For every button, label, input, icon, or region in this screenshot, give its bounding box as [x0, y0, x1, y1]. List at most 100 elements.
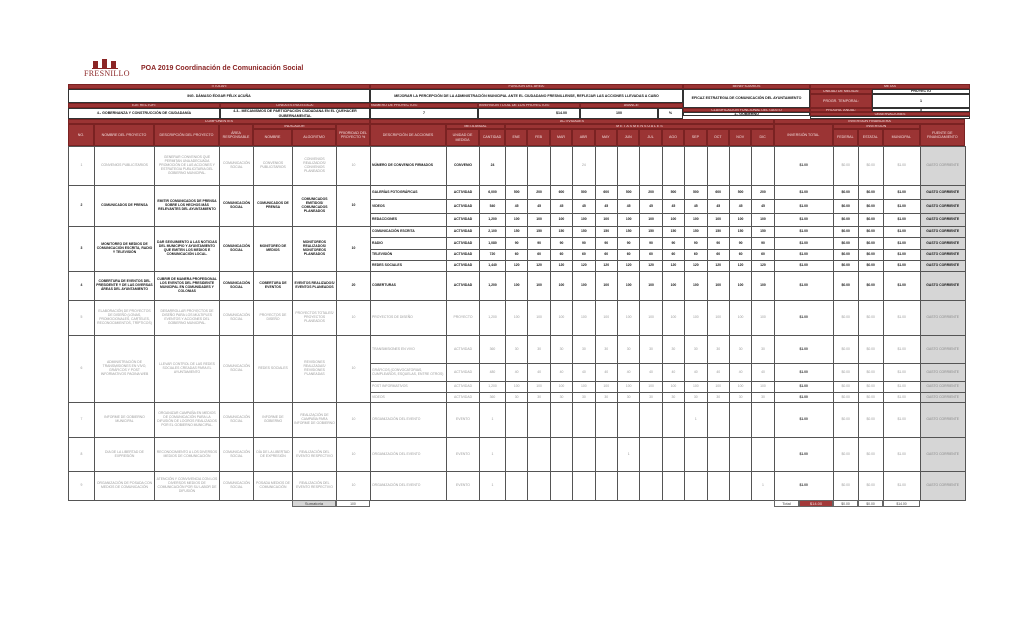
- indicator-algorithm: CONVENIOS REALIZADOS/ CONVENIOS PLANEADO…: [292, 146, 337, 186]
- action-description: VIDEOS: [370, 199, 447, 214]
- monthly-goal-mar: 100: [549, 213, 574, 227]
- project-description: EMITIR COMUNICADOS DE PRENSA SOBRE LOS H…: [154, 185, 220, 227]
- monthly-goal-mar: [549, 471, 574, 501]
- responsible-area: COMUNICACIÓN SOCIAL: [219, 271, 254, 301]
- investment-municipal: $1.00: [882, 392, 921, 403]
- monthly-goal-jul: [639, 402, 663, 438]
- project-priority: 20: [336, 271, 371, 301]
- monthly-goal-nov: 100: [728, 300, 753, 336]
- project-number: 5: [68, 300, 95, 336]
- monthly-goal-oct: 100: [706, 300, 730, 336]
- funding-source: GASTO CORRIENTE: [919, 237, 966, 250]
- monthly-goal-nov: 40: [728, 363, 753, 382]
- investment-federal: $0.00: [832, 392, 859, 403]
- action-description: GALERÍAS FOTOGRÁFICAS: [370, 185, 447, 200]
- monthly-goal-ene: 30: [504, 392, 529, 403]
- monthly-goal-nov: [728, 146, 753, 186]
- responsible-area: COMUNICACIÓN SOCIAL: [219, 437, 254, 472]
- col-municipal: MUNICIPAL: [882, 129, 920, 146]
- investment-federal: $0.00: [832, 335, 859, 364]
- investment-municipal: $1.00: [882, 437, 921, 472]
- indicator-algorithm: MONITOREOS REALIZADOS/ MONITOREOS PLANEA…: [292, 226, 337, 272]
- col-month-feb: FEB: [527, 129, 550, 146]
- project-description: LLEVAR CONTROL DE LAS REDES SOCIALES CRE…: [154, 335, 220, 403]
- monthly-goal-jul: 45: [639, 199, 663, 214]
- monthly-goal-abr: 24: [572, 146, 596, 186]
- building-icon: [92, 59, 118, 69]
- action-description: GRÁFICOS (CONVOCATORIAS, CUMPLEAÑOS, ESQ…: [370, 363, 447, 382]
- col-acciones: DESCRIPCIÓN DE ACCIONES: [370, 124, 446, 146]
- monthly-goal-feb: 120: [527, 260, 551, 272]
- monthly-goal-feb: [527, 402, 551, 438]
- monthly-goal-jun: 500: [616, 185, 641, 200]
- investment-total: $1.00: [773, 260, 834, 272]
- monthly-goal-abr: 100: [572, 300, 596, 336]
- investment-total: $1.00: [773, 146, 834, 186]
- monthly-goal-oct: 30: [706, 335, 730, 364]
- investment-federal: $0.00: [832, 199, 859, 214]
- action-unit: ACTIVIDAD: [446, 226, 480, 238]
- monthly-goal-dic: 100: [751, 271, 775, 301]
- project-description: ORGANIZAR CAMPAÑA EN MEDIOS DE COMUNICAC…: [154, 402, 220, 438]
- investment-total: $1.00: [773, 363, 834, 382]
- inversion-header: INVERSIÓN: [832, 124, 920, 129]
- table-row: 6 ADMINISTRACIÓN DE TRANSMISIONES EN VIVO…: [68, 335, 966, 403]
- monthly-goal-may: 30: [594, 335, 618, 364]
- project-name: DIA DE LA LIBERTAD DE EXPRESIÓN: [94, 437, 155, 472]
- monthly-goal-oct: 90: [706, 237, 730, 250]
- monthly-goal-oct: 45: [706, 199, 730, 214]
- eje-label: EJE RECTOR:: [68, 103, 220, 108]
- num-proyectos-label: NUMERO DE PROYECTOS:: [370, 103, 478, 108]
- table-row: RADIO ACTIVIDAD 1,080 90 90 90 90 90 90 90 90 90 90 9…: [69, 237, 966, 250]
- col-month-jul: JUL: [639, 129, 662, 146]
- monthly-goal-may: 90: [594, 237, 618, 250]
- monthly-goal-abr: 100: [572, 213, 596, 227]
- action-quantity: 1: [479, 437, 506, 472]
- table-row: GRÁFICOS (CONVOCATORIAS, CUMPLEAÑOS, ESQ…: [69, 363, 966, 382]
- monthly-goal-feb: 150: [527, 226, 551, 238]
- investment-federal: $0.00: [832, 300, 859, 336]
- indicator-name: CONVENIOS PUBLICITARIOS: [253, 146, 293, 186]
- monthly-goal-jul: 90: [639, 237, 663, 250]
- action-unit: ACTIVIDAD: [446, 213, 480, 227]
- funding-source: GASTO CORRIENTE: [919, 335, 966, 364]
- project-number: 9: [68, 471, 95, 501]
- monthly-goal-nov: 500: [728, 185, 753, 200]
- funding-source: GASTO CORRIENTE: [919, 300, 966, 336]
- monthly-goal-mar: 45: [549, 199, 574, 214]
- col-indicador-nombre: NOMBRE: [253, 129, 292, 146]
- temporal-value: 1: [872, 94, 970, 108]
- monthly-goal-abr: 100: [572, 271, 596, 301]
- investment-estatal: $0.00: [857, 402, 884, 438]
- investment-total: $1.00: [773, 437, 834, 472]
- monthly-goal-jul: 120: [639, 260, 663, 272]
- funding-source: GASTO CORRIENTE: [919, 471, 966, 501]
- monthly-goal-ago: [661, 146, 686, 186]
- monthly-goal-oct: [706, 146, 730, 186]
- col-federal: FEDERAL: [832, 129, 858, 146]
- monthly-goal-dic: 150: [751, 226, 775, 238]
- total-label: Total: [774, 500, 799, 507]
- indicator-algorithm: REVISIONES REALIZADAS/ REVISIONES PLANEA…: [292, 335, 337, 403]
- monthly-goal-jul: 200: [639, 185, 663, 200]
- action-quantity: 1,200: [479, 381, 506, 393]
- investment-estatal: $0.00: [857, 437, 884, 472]
- indicator-algorithm: REALIZACIÓN DE CAMPAÑA PARA INFORME DE G…: [292, 402, 337, 438]
- project-description: DAR SEGUIMIENTO A LAS NOTICIAS DEL MUNIC…: [154, 226, 220, 272]
- funding-source: GASTO CORRIENTE: [919, 402, 966, 438]
- monthly-goal-nov: 30: [728, 392, 753, 403]
- unidad-value: PROYECTO: [872, 89, 970, 94]
- monthly-goal-jul: [639, 471, 663, 501]
- col-fuente: FUENTE DE FINANCIAMIENTO: [919, 124, 965, 146]
- monthly-goal-oct: 600: [706, 185, 730, 200]
- monthly-goal-ene: 100: [504, 271, 529, 301]
- monthly-goal-nov: 100: [728, 213, 753, 227]
- monthly-goal-ene: 45: [504, 199, 529, 214]
- action-quantity: 1,080: [479, 237, 506, 250]
- col-month-may: MAY: [594, 129, 617, 146]
- monthly-goal-abr: 60: [572, 249, 596, 261]
- monthly-goal-jul: 100: [639, 381, 663, 393]
- investment-total: $1.00: [773, 237, 834, 250]
- monthly-goal-may: 60: [594, 249, 618, 261]
- unidad-label: UNIDAD DE MEDIDA:: [810, 89, 872, 94]
